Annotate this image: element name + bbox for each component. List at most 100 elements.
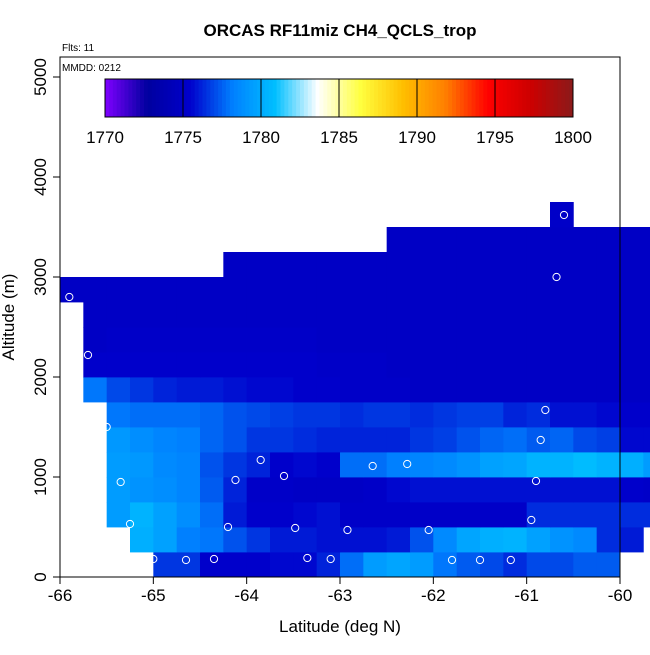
heatmap-cell xyxy=(363,402,388,428)
colorbar-segment xyxy=(144,79,149,117)
colorbar-segment xyxy=(206,79,211,117)
flight-point xyxy=(279,471,289,481)
flight-point xyxy=(65,292,74,302)
heatmap-cell xyxy=(223,377,248,403)
heatmap-cell xyxy=(293,527,318,553)
colorbar-segment xyxy=(522,79,527,117)
heatmap-cell xyxy=(246,302,271,328)
colorbar-segment xyxy=(280,79,285,117)
heatmap-cell xyxy=(60,277,84,303)
heatmap-cell xyxy=(200,377,224,403)
heatmap-cell xyxy=(526,327,551,353)
heatmap-cell xyxy=(620,302,644,328)
heatmap-cell xyxy=(176,502,201,528)
colorbar-segment xyxy=(393,79,398,117)
heatmap-cell xyxy=(153,427,178,453)
heatmap-cell xyxy=(433,302,458,328)
heatmap-cell xyxy=(410,402,434,428)
x-tick-label: -61 xyxy=(514,586,539,605)
colorbar-segment xyxy=(358,79,363,117)
heatmap-cell xyxy=(106,402,131,428)
flight-point xyxy=(559,210,569,220)
heatmap-cell xyxy=(643,427,650,453)
heatmap-cell xyxy=(456,302,481,328)
heatmap-cell xyxy=(410,327,434,353)
colorbar-segment xyxy=(448,79,453,117)
heatmap-cell xyxy=(130,277,154,303)
heatmap-cell xyxy=(363,277,388,303)
colorbar-segment xyxy=(413,79,418,117)
flight-point xyxy=(424,525,433,535)
colorbar-segment xyxy=(261,79,266,117)
colorbar-segment xyxy=(245,79,250,117)
colorbar-segment xyxy=(428,79,434,117)
heatmap-cell xyxy=(643,277,650,303)
heatmap-cell xyxy=(270,277,294,303)
heatmap-cell xyxy=(106,377,131,403)
heatmap-cell xyxy=(550,527,574,553)
heatmap-cell xyxy=(526,427,551,453)
heatmap-cell xyxy=(270,327,294,353)
colorbar-segment xyxy=(483,79,488,117)
heatmap-cell xyxy=(340,452,364,478)
colorbar-segment xyxy=(534,79,539,117)
colorbar-segment xyxy=(315,79,320,117)
heatmap-cell xyxy=(456,402,481,428)
heatmap-cell xyxy=(106,277,131,303)
colorbar-segment xyxy=(537,79,543,117)
colorbar-segment xyxy=(459,79,465,117)
heatmap-cell xyxy=(573,527,598,553)
heatmap-cell xyxy=(386,302,411,328)
heatmap-cell xyxy=(130,377,154,403)
heatmap-cell xyxy=(503,502,528,528)
heatmap-cell xyxy=(620,477,644,503)
heatmap-cell xyxy=(480,252,504,278)
heatmap-cell xyxy=(363,502,388,528)
heatmap-cell xyxy=(643,477,650,503)
heatmap-cell xyxy=(176,477,201,503)
heatmap-cell xyxy=(526,377,551,403)
heatmap-cell xyxy=(246,252,271,278)
colorbar-segment xyxy=(417,79,422,117)
heatmap-cell xyxy=(433,327,458,353)
heatmap-cell xyxy=(106,352,131,378)
heatmap-cell xyxy=(433,552,458,578)
heatmap-cell xyxy=(410,302,434,328)
heatmap-cell xyxy=(83,352,108,378)
heatmap-cell xyxy=(456,527,481,553)
flight-point xyxy=(536,435,545,445)
heatmap-cell xyxy=(386,352,411,378)
colorbar-segment xyxy=(296,79,301,117)
heatmap-cell xyxy=(410,277,434,303)
heatmap-cell xyxy=(316,352,341,378)
heatmap-cell xyxy=(270,377,294,403)
flight-point xyxy=(303,553,312,563)
colorbar-tick-label: 1770 xyxy=(86,128,124,147)
heatmap-cell xyxy=(526,227,551,253)
heatmap-cell xyxy=(316,277,341,303)
heatmap-cell xyxy=(316,377,341,403)
heatmap-cell xyxy=(620,277,644,303)
heatmap-cell xyxy=(340,327,364,353)
heatmap-cell xyxy=(503,252,528,278)
heatmap-cell xyxy=(363,327,388,353)
heatmap-cell xyxy=(643,302,650,328)
heatmap-cell xyxy=(83,277,108,303)
heatmap-cell xyxy=(573,402,598,428)
colorbar-segment xyxy=(241,79,246,117)
heatmap-cell xyxy=(503,302,528,328)
heatmap-cell xyxy=(433,352,458,378)
flight-point xyxy=(83,350,93,360)
heatmap-cell xyxy=(456,427,481,453)
colorbar-segment xyxy=(116,79,122,117)
heatmap-cell xyxy=(83,377,108,403)
y-axis-label: Altitude (m) xyxy=(0,274,18,361)
heatmap-cell xyxy=(130,427,154,453)
heatmap-cell xyxy=(176,402,201,428)
heatmap-cell xyxy=(130,327,154,353)
heatmap-cell xyxy=(386,552,411,578)
heatmap-cell xyxy=(293,302,318,328)
heatmap-cell xyxy=(176,552,201,578)
colorbar-segment xyxy=(151,79,157,117)
heatmap-cell xyxy=(270,502,294,528)
